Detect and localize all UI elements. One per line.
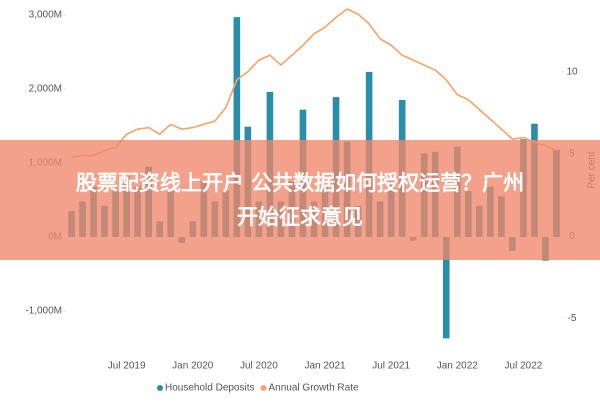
x-tick-label: Jan 2022 [437, 361, 479, 372]
x-tick-label: Jul 2022 [505, 361, 543, 372]
y-tick-label: 3,000M [29, 10, 62, 21]
x-tick-label: Jul 2020 [240, 361, 278, 372]
y2-tick-label: -5 [568, 313, 577, 324]
x-tick-label: Jan 2020 [172, 361, 214, 372]
y-tick-label: -1,000M [25, 306, 62, 317]
legend-marker [260, 385, 267, 391]
bar [233, 17, 241, 237]
x-tick-label: Jul 2021 [372, 361, 410, 372]
legend-label: Household Deposits [165, 383, 255, 394]
y2-tick-label: 10 [566, 66, 578, 77]
y-tick-label: 2,000M [29, 84, 62, 95]
banner-line: 开始征求意见 [237, 205, 363, 229]
x-tick-label: Jan 2021 [304, 361, 346, 372]
banner: 股票配资线上开户 公共数据如何授权运营？广州 开始征求意见 [0, 140, 600, 260]
banner-line: 股票配资线上开户 公共数据如何授权运营？广州 [75, 171, 525, 195]
legend-marker [157, 385, 163, 391]
line [71, 8, 557, 158]
legend-label: Annual Growth Rate [269, 383, 359, 394]
bar [442, 236, 450, 339]
x-tick-label: Jul 2019 [108, 361, 146, 372]
